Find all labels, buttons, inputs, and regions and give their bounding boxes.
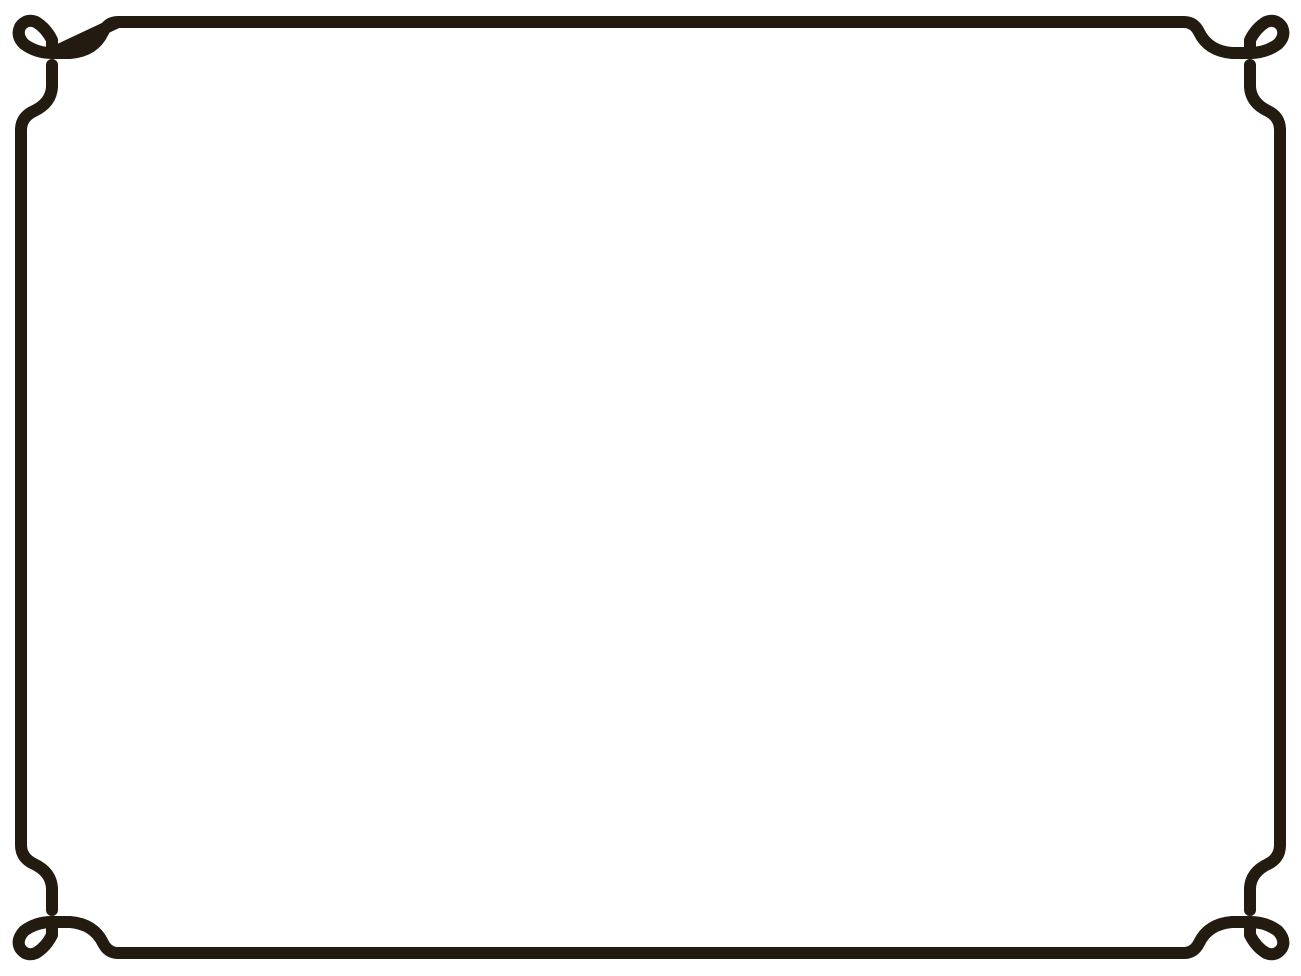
frame-border (15, 16, 1286, 959)
corner-curl-top-left (12, 14, 58, 59)
corner-curl-bottom-left (12, 916, 58, 961)
corner-curl-top-right (1244, 14, 1290, 59)
corner-curl-bottom-right (1244, 916, 1290, 961)
frame-group (12, 14, 1290, 961)
